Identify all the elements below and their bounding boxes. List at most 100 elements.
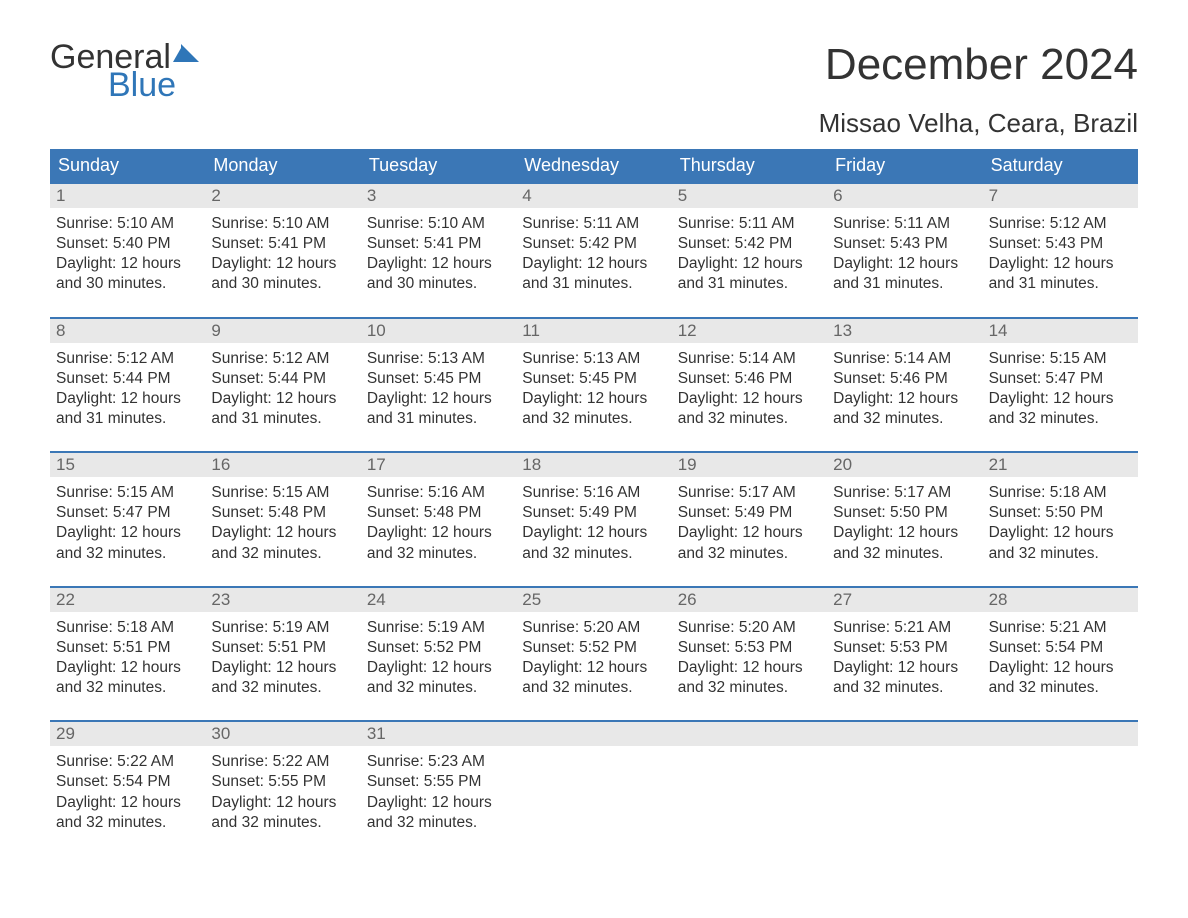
daylight-line-2: and 32 minutes. xyxy=(367,678,510,698)
sunrise-line: Sunrise: 5:18 AM xyxy=(989,483,1132,503)
sunrise-line: Sunrise: 5:12 AM xyxy=(989,214,1132,234)
calendar-day: Sunrise: 5:10 AMSunset: 5:40 PMDaylight:… xyxy=(50,208,205,299)
daylight-line-2: and 32 minutes. xyxy=(522,678,665,698)
day-number xyxy=(983,722,1138,746)
daynum-bar: 293031 xyxy=(50,722,1138,746)
calendar-grid: SundayMondayTuesdayWednesdayThursdayFrid… xyxy=(50,149,1138,837)
daylight-line-1: Daylight: 12 hours xyxy=(522,254,665,274)
sunset-line: Sunset: 5:45 PM xyxy=(522,369,665,389)
day-number xyxy=(672,722,827,746)
sunset-line: Sunset: 5:55 PM xyxy=(211,772,354,792)
daylight-line-1: Daylight: 12 hours xyxy=(56,523,199,543)
sunset-line: Sunset: 5:47 PM xyxy=(56,503,199,523)
sunrise-line: Sunrise: 5:16 AM xyxy=(367,483,510,503)
weekday-header: Wednesday xyxy=(516,149,671,182)
page-title: December 2024 xyxy=(825,40,1138,90)
calendar-day: Sunrise: 5:15 AMSunset: 5:47 PMDaylight:… xyxy=(983,343,1138,434)
day-number: 27 xyxy=(827,588,982,612)
calendar-day: Sunrise: 5:20 AMSunset: 5:53 PMDaylight:… xyxy=(672,612,827,703)
sunrise-line: Sunrise: 5:11 AM xyxy=(678,214,821,234)
header: General Blue December 2024 xyxy=(50,40,1138,102)
calendar-day: Sunrise: 5:14 AMSunset: 5:46 PMDaylight:… xyxy=(672,343,827,434)
sunrise-line: Sunrise: 5:13 AM xyxy=(367,349,510,369)
daylight-line-2: and 32 minutes. xyxy=(833,678,976,698)
daylight-line-2: and 32 minutes. xyxy=(678,409,821,429)
calendar-day: Sunrise: 5:18 AMSunset: 5:50 PMDaylight:… xyxy=(983,477,1138,568)
daylight-line-1: Daylight: 12 hours xyxy=(211,793,354,813)
daynum-bar: 15161718192021 xyxy=(50,453,1138,477)
daylight-line-2: and 32 minutes. xyxy=(211,678,354,698)
calendar-day: Sunrise: 5:22 AMSunset: 5:54 PMDaylight:… xyxy=(50,746,205,837)
sunset-line: Sunset: 5:55 PM xyxy=(367,772,510,792)
sunrise-line: Sunrise: 5:20 AM xyxy=(522,618,665,638)
daylight-line-2: and 31 minutes. xyxy=(678,274,821,294)
daylight-line-1: Daylight: 12 hours xyxy=(833,254,976,274)
calendar-day: Sunrise: 5:17 AMSunset: 5:50 PMDaylight:… xyxy=(827,477,982,568)
daylight-line-2: and 32 minutes. xyxy=(989,678,1132,698)
calendar-day: Sunrise: 5:21 AMSunset: 5:54 PMDaylight:… xyxy=(983,612,1138,703)
daynum-bar: 891011121314 xyxy=(50,319,1138,343)
daylight-line-2: and 31 minutes. xyxy=(522,274,665,294)
sunrise-line: Sunrise: 5:10 AM xyxy=(56,214,199,234)
calendar-day: Sunrise: 5:21 AMSunset: 5:53 PMDaylight:… xyxy=(827,612,982,703)
sunset-line: Sunset: 5:48 PM xyxy=(367,503,510,523)
sunset-line: Sunset: 5:43 PM xyxy=(833,234,976,254)
daylight-line-2: and 32 minutes. xyxy=(989,409,1132,429)
day-number: 2 xyxy=(205,184,360,208)
daylight-line-2: and 32 minutes. xyxy=(833,544,976,564)
calendar-day xyxy=(516,746,671,837)
calendar-day: Sunrise: 5:12 AMSunset: 5:43 PMDaylight:… xyxy=(983,208,1138,299)
weekday-header: Saturday xyxy=(983,149,1138,182)
day-number: 14 xyxy=(983,319,1138,343)
sunset-line: Sunset: 5:46 PM xyxy=(678,369,821,389)
daylight-line-1: Daylight: 12 hours xyxy=(522,658,665,678)
daylight-line-1: Daylight: 12 hours xyxy=(211,523,354,543)
daylight-line-2: and 31 minutes. xyxy=(989,274,1132,294)
calendar-day: Sunrise: 5:10 AMSunset: 5:41 PMDaylight:… xyxy=(361,208,516,299)
calendar-day: Sunrise: 5:16 AMSunset: 5:48 PMDaylight:… xyxy=(361,477,516,568)
day-number: 11 xyxy=(516,319,671,343)
day-number: 25 xyxy=(516,588,671,612)
weekday-header: Sunday xyxy=(50,149,205,182)
daylight-line-1: Daylight: 12 hours xyxy=(56,254,199,274)
calendar-day: Sunrise: 5:12 AMSunset: 5:44 PMDaylight:… xyxy=(50,343,205,434)
day-number: 6 xyxy=(827,184,982,208)
sunrise-line: Sunrise: 5:12 AM xyxy=(211,349,354,369)
daylight-line-1: Daylight: 12 hours xyxy=(211,254,354,274)
calendar-day: Sunrise: 5:11 AMSunset: 5:43 PMDaylight:… xyxy=(827,208,982,299)
sunset-line: Sunset: 5:50 PM xyxy=(989,503,1132,523)
sunset-line: Sunset: 5:49 PM xyxy=(522,503,665,523)
daylight-line-1: Daylight: 12 hours xyxy=(56,658,199,678)
calendar-day: Sunrise: 5:15 AMSunset: 5:47 PMDaylight:… xyxy=(50,477,205,568)
daylight-line-1: Daylight: 12 hours xyxy=(678,254,821,274)
sunset-line: Sunset: 5:53 PM xyxy=(833,638,976,658)
day-number: 17 xyxy=(361,453,516,477)
weekday-header: Monday xyxy=(205,149,360,182)
day-number: 30 xyxy=(205,722,360,746)
sunset-line: Sunset: 5:48 PM xyxy=(211,503,354,523)
calendar-day: Sunrise: 5:10 AMSunset: 5:41 PMDaylight:… xyxy=(205,208,360,299)
daylight-line-1: Daylight: 12 hours xyxy=(833,658,976,678)
sunrise-line: Sunrise: 5:11 AM xyxy=(833,214,976,234)
day-number: 28 xyxy=(983,588,1138,612)
sunrise-line: Sunrise: 5:17 AM xyxy=(833,483,976,503)
calendar-day: Sunrise: 5:12 AMSunset: 5:44 PMDaylight:… xyxy=(205,343,360,434)
weekday-header: Friday xyxy=(827,149,982,182)
daylight-line-1: Daylight: 12 hours xyxy=(989,523,1132,543)
weekday-header: Tuesday xyxy=(361,149,516,182)
sunset-line: Sunset: 5:42 PM xyxy=(678,234,821,254)
flag-icon xyxy=(173,44,203,68)
day-number: 31 xyxy=(361,722,516,746)
sunrise-line: Sunrise: 5:10 AM xyxy=(367,214,510,234)
sunset-line: Sunset: 5:51 PM xyxy=(211,638,354,658)
daylight-line-2: and 32 minutes. xyxy=(833,409,976,429)
calendar-day xyxy=(827,746,982,837)
daylight-line-1: Daylight: 12 hours xyxy=(522,389,665,409)
daynum-bar: 1234567 xyxy=(50,184,1138,208)
daylight-line-1: Daylight: 12 hours xyxy=(833,389,976,409)
sunset-line: Sunset: 5:44 PM xyxy=(211,369,354,389)
day-number: 23 xyxy=(205,588,360,612)
sunset-line: Sunset: 5:44 PM xyxy=(56,369,199,389)
day-number: 16 xyxy=(205,453,360,477)
day-number: 29 xyxy=(50,722,205,746)
